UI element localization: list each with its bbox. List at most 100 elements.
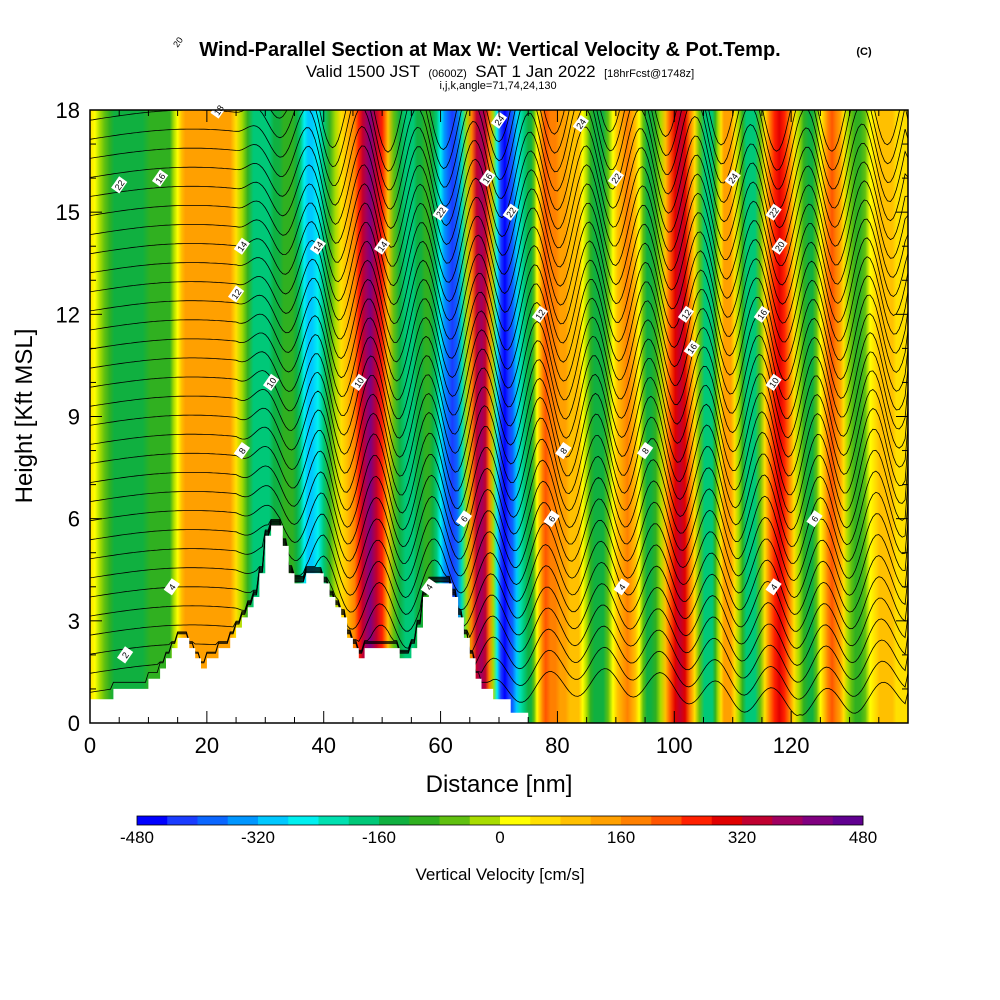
theta-contour-line (90, 240, 908, 343)
theta-contour-label-text: 20 (171, 35, 185, 49)
colorbar-tick-label: 320 (728, 828, 756, 847)
theta-contour-label-text: 6 (809, 514, 820, 524)
theta-contour-label-text: 22 (504, 206, 518, 220)
theta-contour-line (90, 526, 908, 717)
y-tick-label: 3 (68, 609, 80, 634)
theta-contour-label-text: 16 (685, 342, 699, 356)
colorbar-title: Vertical Velocity [cm/s] (415, 865, 584, 884)
x-tick-label: 80 (545, 733, 569, 758)
colorbar-tick-label: 0 (495, 828, 504, 847)
theta-contour-label: 12 (227, 285, 245, 303)
theta-contour-label-text: 10 (767, 376, 781, 390)
theta-contour-label: 6 (806, 510, 823, 528)
theta-contour-line (90, 524, 908, 683)
subtitle-utc: (0600Z) (428, 68, 467, 80)
theta-contour-label: 4 (765, 578, 782, 596)
theta-contour-line (90, 522, 908, 649)
theta-contour-line (90, 110, 908, 191)
theta-contour-label: 22 (111, 176, 128, 194)
theta-contour-line (90, 477, 908, 564)
colorbar-swatch (137, 816, 168, 825)
y-tick-label: 18 (56, 98, 80, 123)
colorbar-swatch (530, 816, 561, 825)
theta-contour-label: 24 (490, 111, 508, 129)
theta-contour-line (90, 455, 908, 548)
theta-contour-label-text: 6 (459, 514, 470, 524)
chart-subtitle-indices: i,j,k,angle=71,74,24,130 (439, 80, 556, 92)
theta-contour-label-text: 22 (434, 206, 448, 220)
theta-contour-label-text: 4 (768, 582, 779, 592)
colorbar-swatch (711, 816, 743, 825)
colorbar-swatch (742, 816, 773, 825)
theta-contour-label: 8 (636, 441, 654, 460)
theta-contour-label-text: 8 (640, 446, 651, 456)
theta-contour-label-text: 12 (679, 308, 693, 322)
theta-contour-label: 2 (116, 646, 134, 664)
theta-contour-line (90, 523, 908, 666)
theta-contour-label-text: 14 (235, 240, 249, 254)
colorbar-swatch (167, 816, 198, 825)
theta-contour-label: 10 (350, 373, 367, 392)
theta-contour-label-text: 8 (558, 446, 569, 456)
colorbar-swatch (409, 816, 440, 825)
colorbar-swatch (802, 816, 834, 825)
y-tick-label: 15 (56, 200, 80, 225)
y-tick-label: 9 (68, 405, 80, 430)
theta-contour-line (90, 297, 908, 401)
theta-contour-label: 8 (233, 441, 251, 460)
theta-contour-label-text: 24 (574, 117, 588, 131)
colorbar-swatch (651, 816, 682, 825)
x-tick-label: 120 (773, 733, 810, 758)
colorbar-swatch (560, 816, 592, 825)
theta-contour-label: 12 (531, 305, 549, 323)
theta-contour-label-text: 4 (167, 582, 178, 592)
theta-contour-label: 12 (677, 305, 695, 323)
theta-contour-label: 14 (309, 237, 327, 255)
theta-contour-label: 16 (683, 339, 700, 358)
theta-contour-line (90, 519, 908, 599)
terrain (90, 525, 908, 723)
theta-contour-label-text: 12 (230, 287, 244, 301)
theta-contour-label-text: 12 (533, 308, 547, 322)
x-tick-label: 100 (656, 733, 693, 758)
theta-contour-label: 16 (151, 169, 169, 187)
y-tick-label: 0 (68, 711, 80, 736)
y-axis-ticks: 0 3 6 9 12 15 18 (56, 98, 908, 736)
theta-contour-label: 22 (607, 169, 625, 187)
colorbar-tick-label: 160 (607, 828, 635, 847)
theta-contour-line (90, 435, 908, 531)
theta-contour-line (90, 498, 908, 582)
theta-contour-line (90, 145, 908, 248)
theta-contour-label: 14 (373, 237, 391, 255)
colorbar-swatch (681, 816, 713, 825)
colorbar-tick-label: -320 (241, 828, 275, 847)
theta-contour-label-text: 16 (481, 171, 495, 185)
colorbar-swatch (590, 816, 622, 825)
colorbar-swatch (832, 816, 864, 825)
colorbar-swatch (500, 816, 531, 825)
theta-contour-label-text: 24 (492, 114, 506, 128)
x-tick-label: 60 (428, 733, 452, 758)
colorbar-tick-label: 480 (849, 828, 877, 847)
theta-contour-label-text: 16 (154, 171, 168, 185)
theta-contour-label-text: 10 (265, 376, 279, 390)
subtitle-forecast: [18hrFcst@1748z] (604, 68, 694, 80)
theta-contour-label: 4 (420, 578, 438, 596)
theta-contour-label-text: 16 (755, 308, 769, 322)
chart-title-mark: (C) (856, 46, 872, 58)
theta-contour-label: 4 (163, 578, 180, 596)
theta-contour-label-text: 10 (352, 376, 366, 390)
x-axis-label: Distance [nm] (426, 771, 573, 798)
colorbar-swatch (258, 816, 289, 825)
chart-title: Wind-Parallel Section at Max W: Vertical… (199, 39, 780, 61)
x-axis-ticks: 0 20 40 60 80 100 120 (84, 110, 909, 758)
theta-contour-line (90, 164, 908, 267)
theta-contour-label-text: 14 (376, 240, 390, 254)
colorbar-swatch (621, 816, 652, 825)
colorbar: -480 -320 -160 0 160 320 480 (120, 815, 877, 847)
theta-contour-label-text: 22 (609, 171, 623, 185)
theta-contour-label: 16 (479, 169, 496, 187)
theta-contour-line (90, 202, 908, 306)
theta-contour-line (90, 110, 908, 210)
